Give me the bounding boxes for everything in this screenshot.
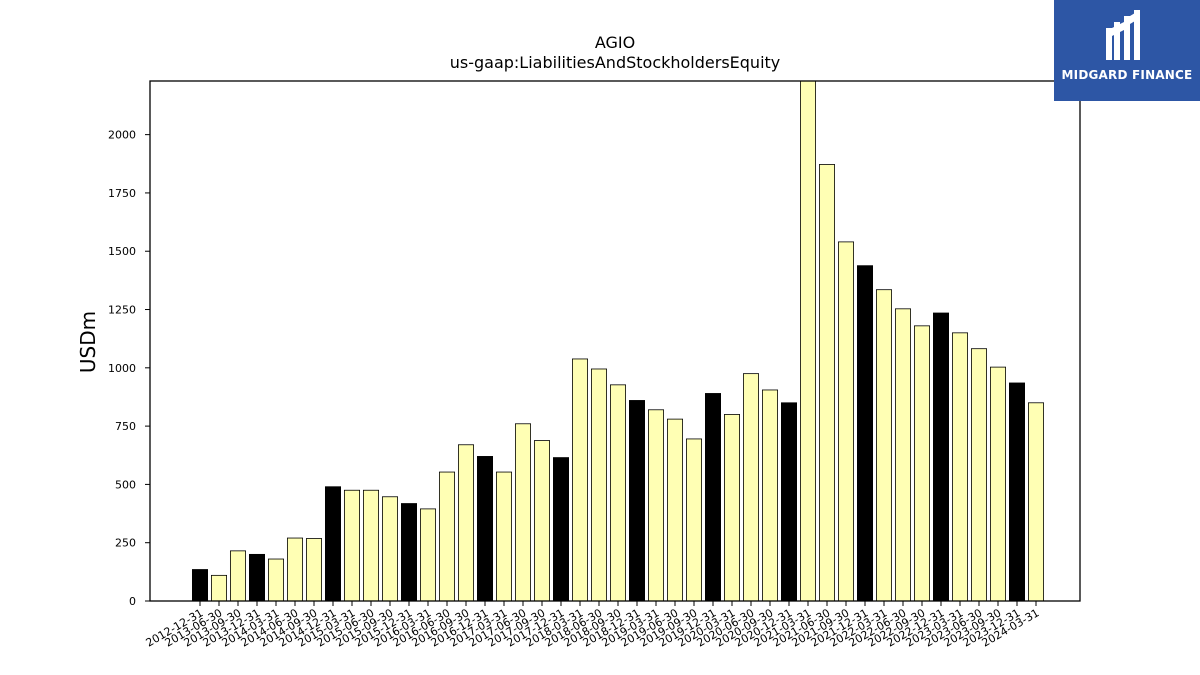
bar-2019-03-31: [648, 409, 665, 602]
bar-2015-09-30: [381, 496, 398, 602]
bar-2014-09-30: [305, 538, 322, 602]
y-tick-label: 1500: [108, 245, 136, 258]
bar-2023-06-30: [971, 348, 988, 602]
bar-2018-09-30: [610, 384, 627, 602]
y-tick-label: 750: [115, 420, 136, 433]
bar-2021-06-30: [819, 164, 836, 602]
bar-2014-03-31: [267, 558, 284, 602]
chart-subtitle: us-gaap:LiabilitiesAndStockholdersEquity: [449, 53, 781, 72]
bar-2018-03-31: [572, 358, 589, 602]
bar-2020-06-30: [743, 373, 760, 602]
bar-2019-09-30: [686, 438, 703, 602]
bar-2021-09-30: [838, 241, 855, 602]
bar-2016-09-30: [457, 444, 474, 602]
y-tick-label: 0: [129, 595, 136, 608]
bar-2014-06-30: [286, 537, 303, 602]
bar-2019-12-31: [705, 393, 722, 602]
bar-2020-12-31: [781, 402, 798, 602]
brand-logo: MIDGARD FINANCE: [1054, 0, 1200, 101]
bar-2023-12-31: [1009, 382, 1026, 602]
y-tick-label: 1000: [108, 362, 136, 375]
bar-2023-03-31: [952, 332, 969, 602]
chart-title: AGIO: [594, 33, 636, 52]
bar-2017-09-30: [534, 440, 551, 602]
y-tick-label: 1250: [108, 304, 136, 317]
logo-text: MIDGARD FINANCE: [1061, 68, 1193, 82]
y-tick-label: 250: [115, 537, 136, 550]
bar-2015-03-31: [343, 489, 360, 602]
plot-frame: [149, 80, 1081, 602]
bar-2014-12-31: [324, 486, 341, 602]
bar-2022-06-30: [895, 308, 912, 602]
bar-2015-06-30: [362, 489, 379, 602]
bar-2017-06-30: [515, 423, 532, 602]
bar-2020-09-30: [762, 389, 779, 602]
midgard-logo-icon: [1106, 10, 1140, 60]
bar-2013-12-31: [248, 553, 265, 602]
bar-2019-06-30: [667, 418, 684, 602]
bar-2017-03-31: [495, 471, 512, 602]
bar-2023-09-30: [990, 366, 1007, 602]
bar-2021-03-31: [800, 80, 817, 602]
y-tick-label: 500: [115, 478, 136, 491]
bar-2015-12-31: [400, 503, 417, 602]
bar-2017-12-31: [553, 457, 570, 602]
bar-2012-12-31: [191, 569, 208, 602]
bar-2022-03-31: [876, 289, 893, 602]
bar-2022-09-30: [914, 325, 931, 602]
bar-2018-06-30: [591, 368, 608, 602]
bar-2018-12-31: [629, 400, 646, 602]
bar-2024-03-31: [1028, 402, 1045, 602]
bar-2013-06-30: [210, 574, 227, 602]
bar-2013-09-30: [229, 550, 246, 602]
bar-2016-12-31: [476, 456, 493, 602]
bar-2022-12-31: [933, 312, 950, 602]
y-tick-label: 1750: [108, 187, 136, 200]
bar-2021-12-31: [857, 265, 874, 602]
bar-2016-03-31: [419, 508, 436, 602]
bar-2020-03-31: [724, 414, 741, 602]
bar-2016-06-30: [438, 471, 455, 602]
y-tick-label: 2000: [108, 129, 136, 142]
